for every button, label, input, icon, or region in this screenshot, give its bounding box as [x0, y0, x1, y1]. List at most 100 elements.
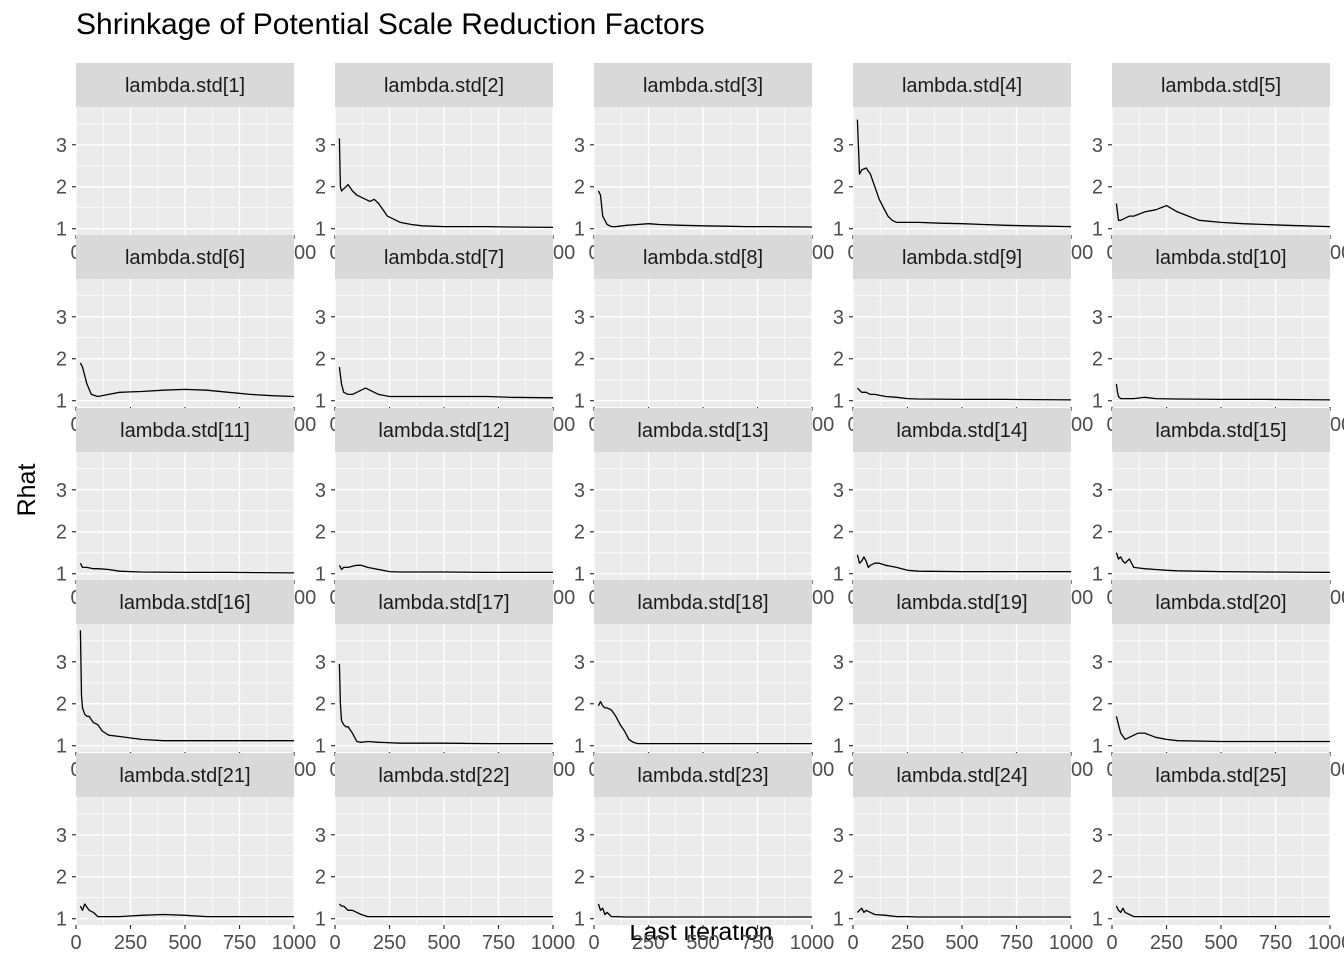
y-tick-label: 1 — [1092, 391, 1103, 413]
y-tick-label: 3 — [833, 135, 844, 157]
y-tick-label: 1 — [574, 909, 585, 931]
y-tick-label: 3 — [1092, 480, 1103, 502]
y-tick-label: 2 — [833, 349, 844, 371]
x-tick-label: 750 — [741, 932, 774, 954]
y-tick-label: 2 — [833, 177, 844, 199]
y-tick-label: 3 — [833, 307, 844, 329]
x-tick-label: 500 — [168, 932, 201, 954]
strip-label: lambda.std[2] — [384, 75, 504, 97]
x-tick-label: 0 — [1106, 932, 1117, 954]
strip-label: lambda.std[6] — [125, 247, 245, 269]
rhat-series-line — [597, 700, 812, 745]
y-tick-label: 1 — [315, 391, 326, 413]
x-tick-label: 250 — [373, 932, 406, 954]
y-tick-label: 1 — [56, 564, 67, 586]
x-tick-label: 1000 — [1308, 932, 1344, 954]
y-tick-label: 3 — [1092, 307, 1103, 329]
y-axis-title: Rhat — [13, 464, 41, 517]
rhat-series-line — [79, 630, 294, 742]
y-tick-label: 2 — [315, 694, 326, 716]
strip-label: lambda.std[23] — [637, 765, 768, 787]
x-tick-label: 500 — [427, 932, 460, 954]
chart-title: Shrinkage of Potential Scale Reduction F… — [76, 8, 705, 41]
rhat-series-line — [338, 564, 553, 574]
x-tick-label: 500 — [945, 932, 978, 954]
rhat-series-line — [1115, 716, 1330, 743]
facet-panel: lambda.std[23] 0 250 500 750 1000 1 2 3 — [574, 753, 834, 954]
strip-label: lambda.std[5] — [1161, 75, 1281, 97]
y-tick-label: 1 — [1092, 909, 1103, 931]
y-tick-label: 3 — [315, 652, 326, 674]
y-tick-label: 3 — [315, 135, 326, 157]
x-tick-label: 750 — [1259, 932, 1292, 954]
y-tick-label: 3 — [1092, 135, 1103, 157]
y-tick-label: 3 — [574, 135, 585, 157]
x-tick-label: 750 — [223, 932, 256, 954]
rhat-series-line — [856, 387, 1072, 401]
y-tick-label: 2 — [56, 694, 67, 716]
y-tick-label: 3 — [56, 480, 67, 502]
rhat-series-line — [1115, 203, 1331, 228]
y-tick-label: 1 — [1092, 219, 1103, 241]
y-tick-label: 3 — [56, 135, 67, 157]
y-tick-label: 2 — [833, 867, 844, 889]
strip-label: lambda.std[15] — [1155, 420, 1286, 442]
rhat-series-line — [856, 119, 1072, 228]
y-tick-label: 1 — [315, 909, 326, 931]
y-tick-label: 2 — [56, 522, 67, 544]
strip-label: lambda.std[13] — [637, 420, 768, 442]
y-tick-label: 3 — [315, 825, 326, 847]
y-tick-label: 3 — [1092, 825, 1103, 847]
y-tick-label: 3 — [1092, 652, 1103, 674]
strip-label: lambda.std[7] — [384, 247, 504, 269]
y-tick-label: 3 — [56, 307, 67, 329]
y-tick-label: 2 — [56, 867, 67, 889]
y-tick-label: 1 — [56, 909, 67, 931]
rhat-series-line — [597, 190, 813, 228]
y-tick-label: 2 — [574, 867, 585, 889]
y-tick-label: 1 — [315, 564, 326, 586]
x-tick-label: 1000 — [531, 932, 576, 954]
x-tick-label: 500 — [1204, 932, 1237, 954]
strip-label: lambda.std[16] — [119, 592, 250, 614]
y-tick-label: 2 — [574, 177, 585, 199]
y-tick-label: 2 — [1092, 867, 1103, 889]
y-tick-label: 3 — [315, 307, 326, 329]
x-tick-label: 0 — [329, 932, 340, 954]
x-tick-label: 750 — [482, 932, 515, 954]
strip-label: lambda.std[17] — [378, 592, 509, 614]
strip-background — [594, 235, 812, 279]
y-tick-label: 3 — [56, 825, 67, 847]
rhat-series-line — [338, 367, 554, 399]
y-tick-label: 3 — [833, 825, 844, 847]
x-tick-label: 250 — [891, 932, 924, 954]
strip-background — [1112, 63, 1330, 107]
y-tick-label: 2 — [56, 177, 67, 199]
y-tick-label: 2 — [315, 522, 326, 544]
y-tick-label: 1 — [1092, 564, 1103, 586]
strip-label: lambda.std[20] — [1155, 592, 1286, 614]
y-tick-label: 1 — [574, 564, 585, 586]
strip-background — [594, 753, 812, 797]
strip-background — [853, 408, 1071, 452]
strip-background — [335, 63, 553, 107]
y-tick-label: 3 — [315, 480, 326, 502]
x-tick-label: 250 — [1150, 932, 1183, 954]
strip-background — [594, 580, 812, 624]
facet-panel: lambda.std[22] 0 250 500 750 1000 1 2 3 — [315, 753, 575, 954]
strip-background — [76, 63, 294, 107]
y-tick-label: 1 — [574, 736, 585, 758]
y-tick-label: 2 — [1092, 522, 1103, 544]
rhat-series-line — [79, 903, 294, 918]
y-tick-label: 1 — [833, 909, 844, 931]
strip-background — [853, 63, 1071, 107]
facet-panel: lambda.std[24] 0 250 500 750 1000 1 2 3 — [833, 753, 1093, 954]
strip-background — [594, 408, 812, 452]
x-tick-label: 0 — [70, 932, 81, 954]
x-tick-label: 750 — [1000, 932, 1033, 954]
rhat-series-line — [79, 562, 295, 574]
strip-background — [1112, 408, 1330, 452]
